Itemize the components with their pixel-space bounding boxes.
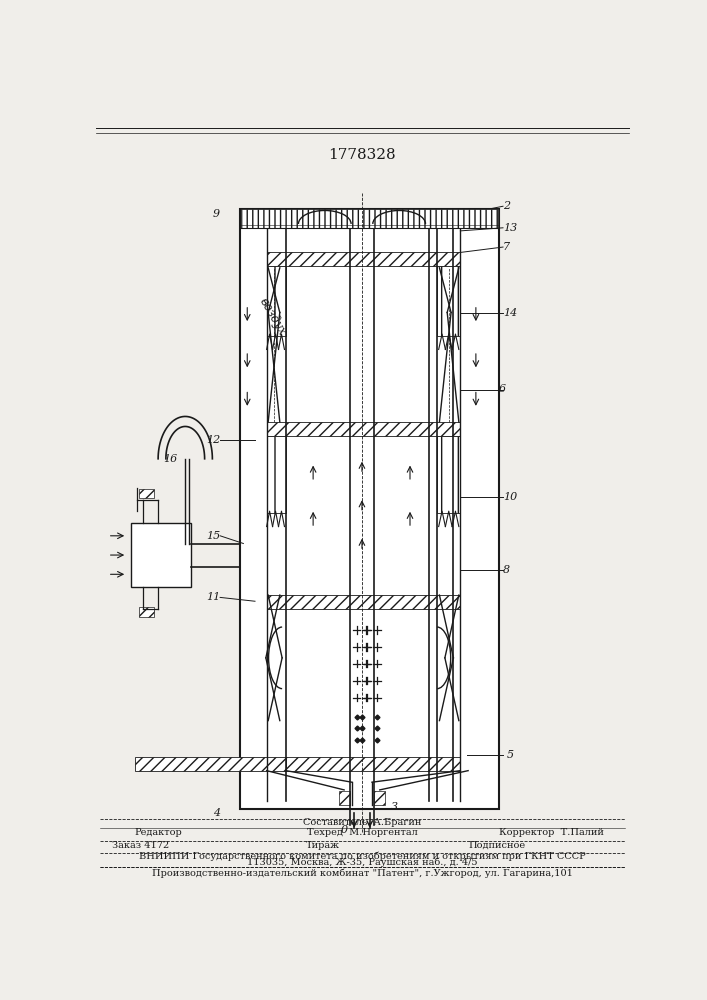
- Text: Подписное: Подписное: [468, 841, 525, 850]
- Bar: [286, 757, 460, 771]
- Text: 2: 2: [503, 201, 510, 211]
- Text: 9: 9: [213, 209, 220, 219]
- Text: 14: 14: [503, 308, 518, 318]
- Text: Производственно-издательский комбинат "Патент", г.Ужгород, ул. Гагарина,101: Производственно-издательский комбинат "П…: [151, 868, 573, 878]
- Bar: [240, 209, 499, 809]
- Bar: [267, 436, 286, 513]
- Text: 8: 8: [503, 565, 510, 575]
- Text: Редактор: Редактор: [135, 828, 182, 837]
- Text: ВНИИПИ Государственного комитета по изобретениям и открытиям при ГКНТ СССР: ВНИИПИ Государственного комитета по изоб…: [139, 851, 585, 861]
- Text: Заказ 4172: Заказ 4172: [112, 841, 169, 850]
- Bar: [267, 252, 460, 266]
- Text: 6: 6: [499, 384, 506, 394]
- Text: 4: 4: [213, 808, 220, 818]
- Bar: [267, 422, 460, 436]
- Text: 3: 3: [391, 802, 398, 812]
- Text: 16: 16: [163, 454, 177, 464]
- Bar: [339, 791, 351, 805]
- Text: 7: 7: [503, 242, 510, 252]
- Text: Техред  М.Норгентал: Техред М.Норгентал: [307, 828, 417, 837]
- Bar: [139, 489, 154, 498]
- Text: 1778328: 1778328: [328, 148, 396, 162]
- Text: воздух: воздух: [257, 295, 288, 338]
- Text: 5: 5: [507, 750, 514, 760]
- Bar: [373, 791, 385, 805]
- Bar: [139, 607, 154, 617]
- Text: 11: 11: [206, 592, 220, 602]
- Bar: [131, 523, 192, 587]
- Text: 12: 12: [206, 435, 220, 445]
- Text: 15: 15: [206, 531, 220, 541]
- Text: 13: 13: [503, 223, 518, 233]
- Text: 0: 0: [341, 825, 348, 835]
- Bar: [267, 266, 286, 336]
- Bar: [267, 595, 460, 609]
- Bar: [437, 436, 460, 513]
- Text: Тираж: Тираж: [305, 841, 339, 850]
- Bar: [241, 209, 498, 228]
- Text: Составитель  А.Брагин: Составитель А.Брагин: [303, 818, 421, 827]
- Text: Корректор  Т.Палий: Корректор Т.Палий: [499, 828, 604, 837]
- Bar: [135, 757, 286, 771]
- Text: 113035, Москва, Ж-35, Раушская наб., д. 4/5: 113035, Москва, Ж-35, Раушская наб., д. …: [247, 858, 477, 867]
- Bar: [437, 266, 460, 336]
- Text: 10: 10: [503, 492, 518, 502]
